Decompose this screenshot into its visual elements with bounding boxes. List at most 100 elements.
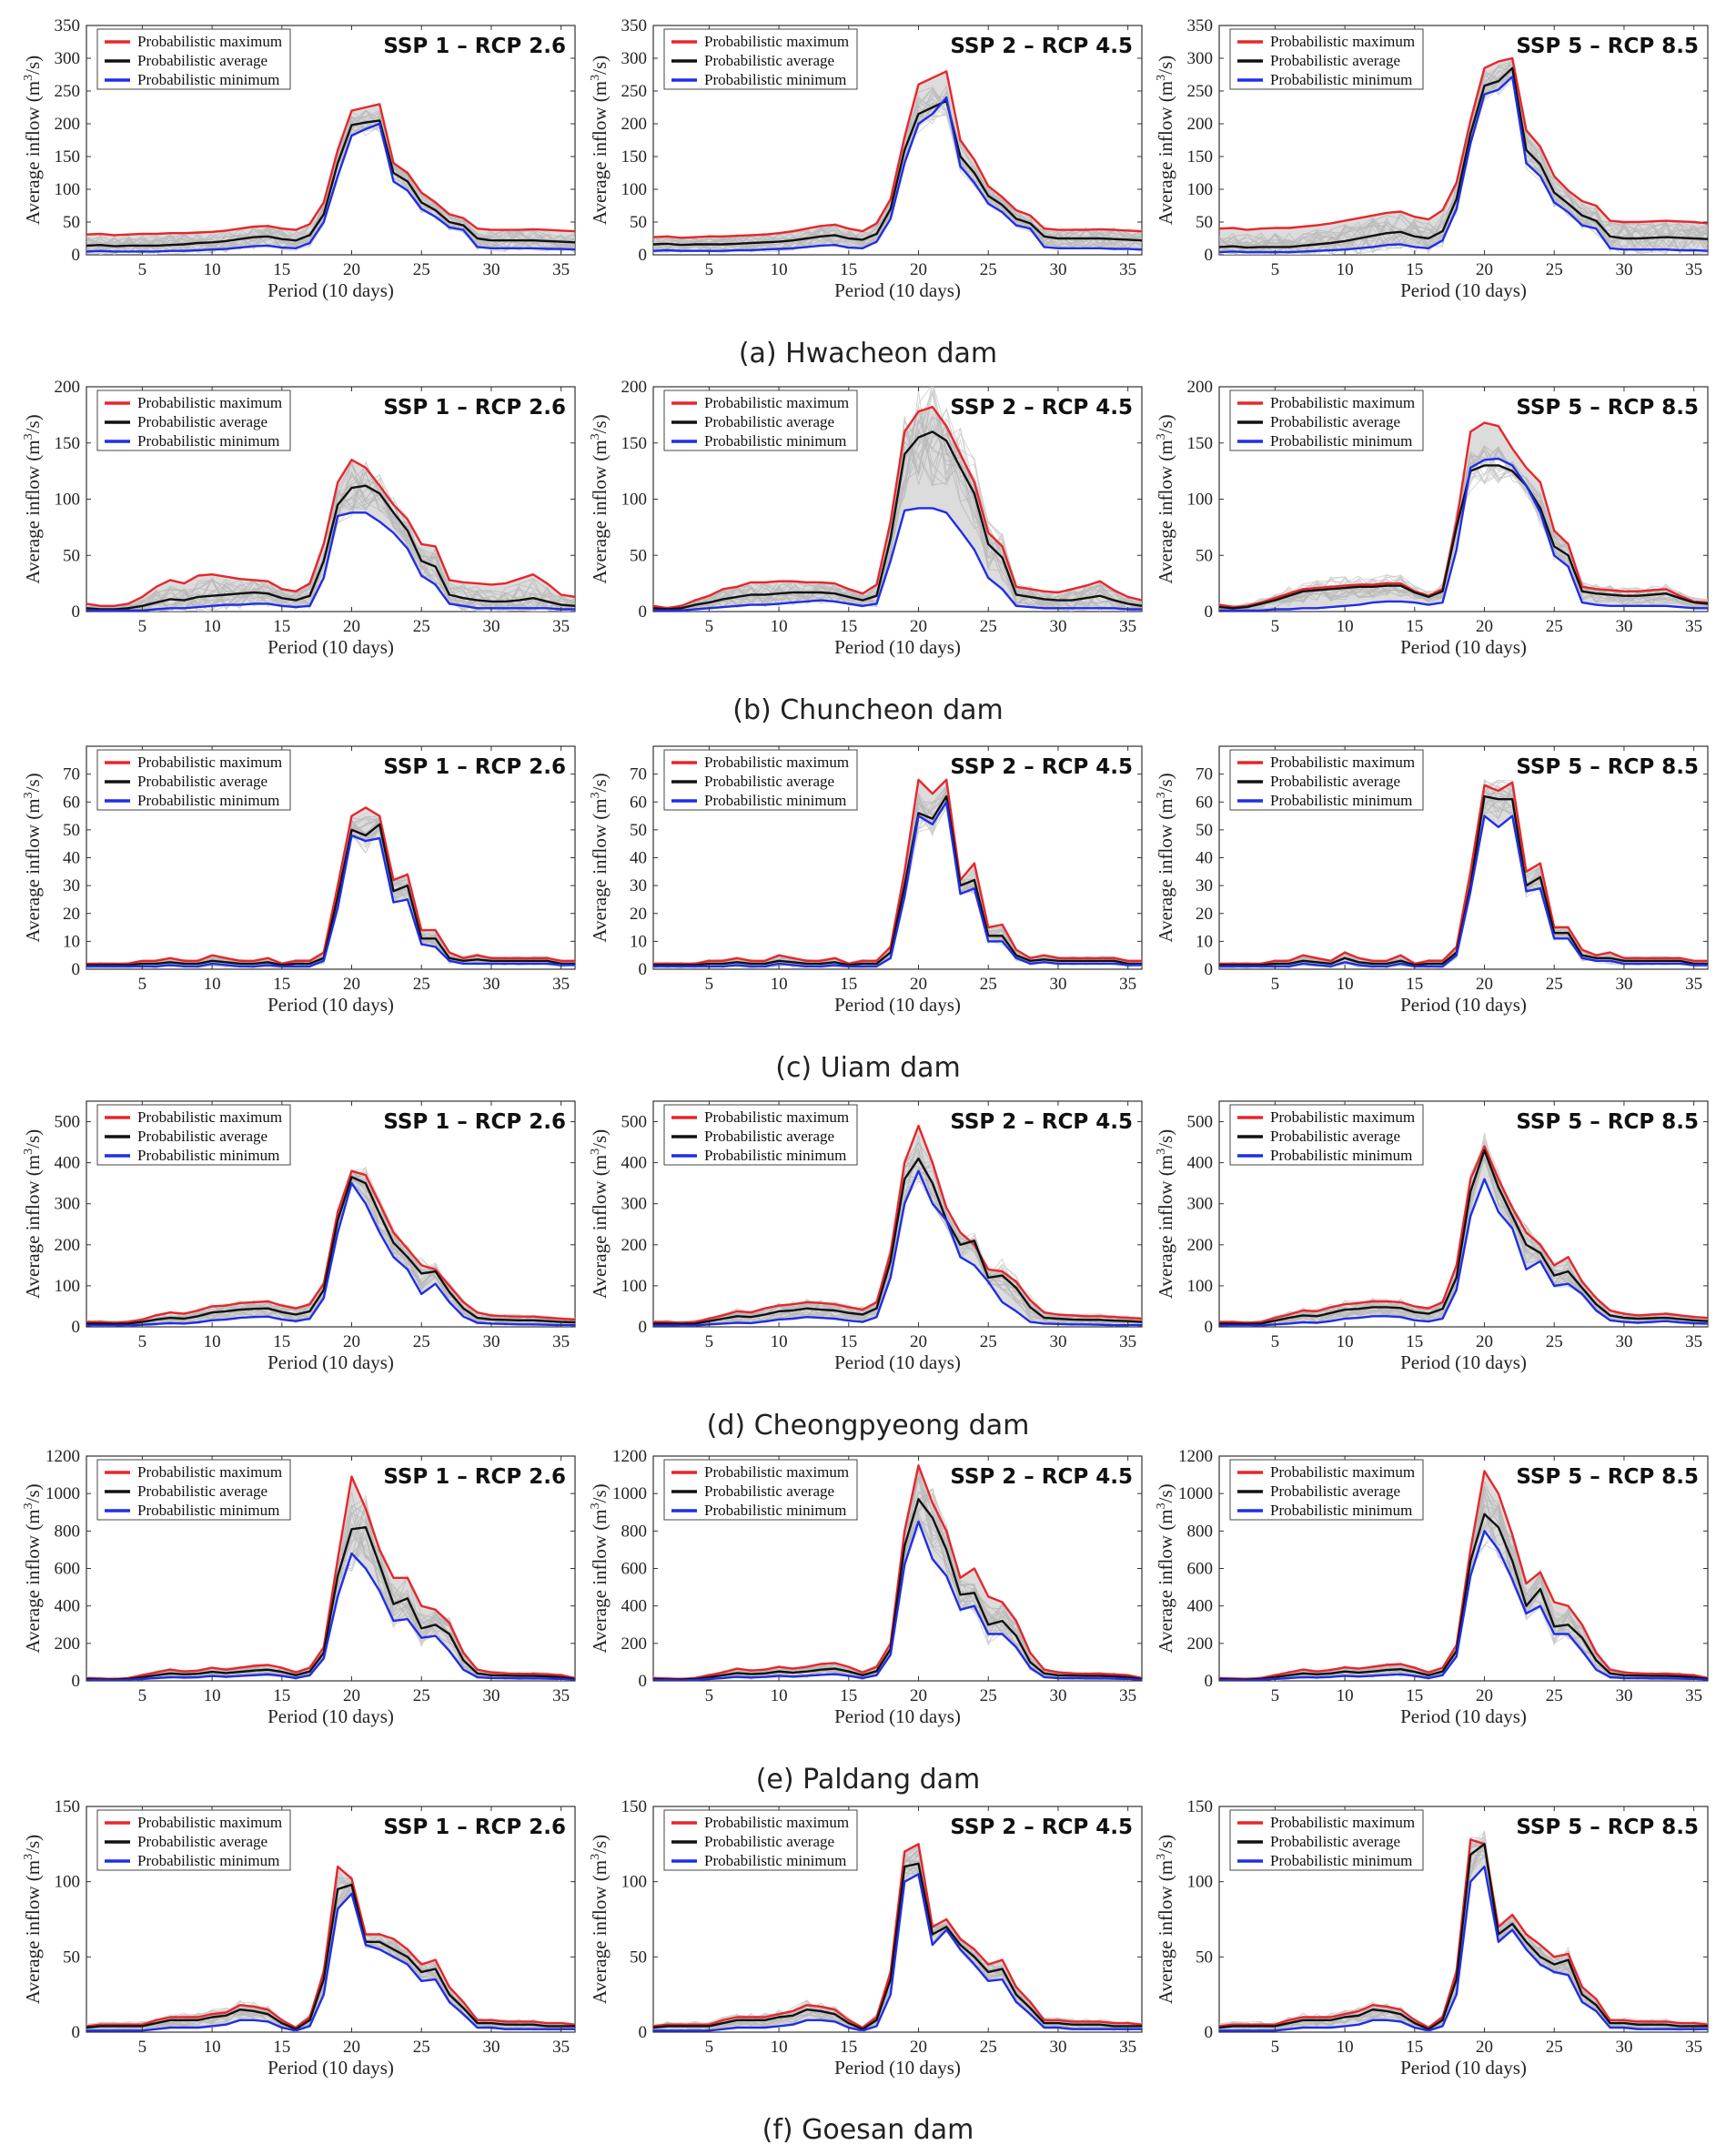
plot-lines	[86, 1475, 575, 1681]
y-tick-label: 20	[1196, 905, 1213, 924]
legend-label-maximum: Probabilistic maximum	[137, 754, 282, 771]
x-tick-label: 25	[413, 617, 430, 636]
y-tick-label: 20	[630, 905, 647, 924]
x-tick-label: 30	[482, 975, 500, 994]
plot-lines	[86, 806, 575, 969]
y-tick-label: 0	[72, 1318, 81, 1337]
y-tick-label: 300	[55, 49, 81, 68]
y-tick-label: 400	[55, 1597, 81, 1616]
x-tick-label: 5	[705, 1332, 714, 1351]
legend-label-average: Probabilistic average	[1270, 1482, 1400, 1500]
series-line-maximum	[1219, 1470, 1708, 1681]
y-tick-label: 300	[1187, 1195, 1214, 1214]
x-tick-label: 5	[138, 617, 147, 636]
plot-lines	[653, 387, 1142, 612]
x-tick-label: 20	[343, 975, 360, 994]
plot-lines	[653, 70, 1142, 254]
plot-lines	[1219, 421, 1708, 612]
x-tick-label: 15	[1406, 1686, 1423, 1705]
y-axis-label: Average inflow (m3/s)	[22, 414, 44, 583]
y-tick-label: 100	[1187, 491, 1214, 510]
y-tick-label: 0	[1205, 602, 1214, 622]
y-tick-label: 100	[621, 491, 648, 510]
legend-label-minimum: Probabilistic minimum	[704, 792, 846, 809]
x-axis-label: Period (10 days)	[267, 1351, 394, 1373]
y-tick-label: 100	[621, 1873, 648, 1892]
y-tick-label: 0	[72, 960, 81, 979]
y-tick-label: 50	[630, 546, 647, 565]
y-tick-label: 70	[1196, 765, 1213, 784]
plot-lines	[86, 1865, 575, 2032]
x-tick-label: 20	[343, 260, 360, 279]
x-axis-label: Period (10 days)	[267, 1705, 394, 1727]
legend-label-minimum: Probabilistic minimum	[137, 1502, 279, 1519]
x-tick-label: 10	[771, 260, 788, 279]
legend-label-average: Probabilistic average	[137, 1833, 267, 1850]
y-tick-label: 150	[621, 1797, 648, 1816]
figure-caption: (f) Goesan dam	[762, 2114, 974, 2146]
series-line-average	[653, 1498, 1142, 1681]
legend-label-minimum: Probabilistic minimum	[704, 432, 846, 450]
series-line-average	[1219, 464, 1708, 610]
legend-label-minimum: Probabilistic minimum	[137, 1852, 279, 1869]
x-tick-label: 15	[1406, 260, 1423, 279]
legend-label-average: Probabilistic average	[704, 773, 834, 790]
legend-label-maximum: Probabilistic maximum	[137, 394, 282, 411]
series-line-minimum	[653, 1169, 1142, 1327]
x-tick-label: 30	[1615, 2038, 1632, 2057]
x-axis-label: Period (10 days)	[267, 994, 394, 1016]
x-axis-label: Period (10 days)	[834, 1705, 961, 1727]
series-line-minimum	[86, 834, 575, 968]
legend-label-maximum: Probabilistic maximum	[137, 1814, 282, 1831]
x-tick-label: 15	[840, 1332, 857, 1351]
series-line-maximum	[1219, 1838, 1708, 2029]
chart-panel: 0 50 100 150 200 5 10 15 20 25 30 35 Period (10 days…	[589, 378, 1143, 658]
chart-panel: 0 200 400 600 800 1000 1200 5 10 15 20 25 30 35 Period…	[589, 1447, 1143, 1727]
x-tick-label: 10	[204, 260, 221, 279]
series-line-average	[1219, 1148, 1708, 1326]
x-tick-label: 5	[1271, 975, 1280, 994]
y-tick-label: 350	[621, 16, 648, 35]
y-tick-label: 0	[639, 2023, 648, 2042]
scenario-title: SSP 2 – RCP 4.5	[950, 35, 1133, 58]
y-tick-label: 0	[639, 246, 648, 265]
x-tick-label: 35	[552, 617, 570, 636]
x-tick-label: 5	[138, 260, 147, 279]
chart-panel: 0 10 20 30 40 50 60 70 5 10 15 20 25 30 35 Period (10 d…	[589, 745, 1143, 1016]
x-tick-label: 30	[1049, 1332, 1066, 1351]
y-tick-label: 100	[55, 1873, 81, 1892]
y-tick-label: 0	[1205, 2023, 1214, 2042]
x-tick-label: 5	[1271, 260, 1280, 279]
y-tick-label: 800	[55, 1522, 81, 1541]
x-axis-label: Period (10 days)	[834, 2057, 961, 2079]
legend-label-average: Probabilistic average	[1270, 52, 1400, 69]
x-tick-label: 5	[1271, 1686, 1280, 1705]
x-tick-label: 15	[1406, 2038, 1423, 2057]
x-tick-label: 15	[273, 1686, 290, 1705]
y-tick-label: 50	[630, 1948, 647, 1967]
legend-label-average: Probabilistic average	[704, 413, 834, 430]
y-tick-label: 100	[1187, 1873, 1214, 1892]
legend-label-minimum: Probabilistic minimum	[704, 1502, 846, 1519]
legend-label-minimum: Probabilistic minimum	[704, 71, 846, 88]
plot-lines	[86, 459, 575, 612]
series-line-minimum	[86, 511, 575, 612]
series-line-average	[86, 1525, 575, 1681]
y-tick-label: 200	[55, 1236, 81, 1255]
y-tick-label: 10	[63, 932, 80, 951]
scenario-title: SSP 5 – RCP 8.5	[1516, 1110, 1699, 1134]
x-tick-label: 35	[1119, 617, 1136, 636]
scenario-title: SSP 1 – RCP 2.6	[383, 35, 566, 58]
series-line-minimum	[86, 122, 575, 253]
x-tick-label: 20	[1476, 975, 1493, 994]
series-line-maximum	[86, 1475, 575, 1681]
chart-panel: 0 100 200 300 400 500 5 10 15 20 25 30 35 Period (10 …	[1155, 1100, 1709, 1373]
spread-band	[653, 407, 1142, 611]
x-tick-label: 25	[1546, 975, 1563, 994]
legend-label-maximum: Probabilistic maximum	[1270, 1108, 1415, 1126]
x-tick-label: 25	[413, 1686, 430, 1705]
y-tick-label: 300	[1187, 49, 1214, 68]
chart-panel: 0 200 400 600 800 1000 1200 5 10 15 20 25 30 35 Period…	[1155, 1447, 1709, 1727]
scenario-title: SSP 2 – RCP 4.5	[950, 1465, 1133, 1489]
